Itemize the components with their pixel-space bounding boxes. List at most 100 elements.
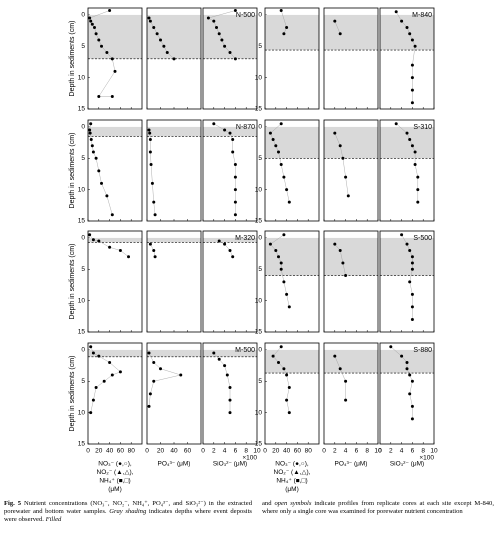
data-point bbox=[394, 10, 398, 14]
data-point bbox=[279, 261, 283, 265]
data-point bbox=[233, 57, 237, 61]
data-point bbox=[159, 38, 162, 42]
depth-tick-label: 0 bbox=[81, 12, 85, 19]
depth-tick-label: 5 bbox=[258, 266, 262, 273]
x-tick-label: 0 bbox=[86, 448, 90, 455]
depth-tick-label: 15 bbox=[255, 106, 263, 113]
x-axis-label: SiO₃²⁻ (μM) bbox=[390, 461, 424, 468]
x-tick-label: 0 bbox=[145, 448, 149, 455]
data-point bbox=[285, 373, 289, 377]
depth-tick-label: 15 bbox=[78, 329, 86, 336]
data-point bbox=[97, 169, 101, 173]
depth-tick-label: 0 bbox=[81, 124, 85, 131]
panel-frame bbox=[323, 342, 379, 445]
data-point bbox=[405, 25, 409, 29]
panel-frame bbox=[323, 230, 379, 333]
x-tick-label: 0 bbox=[201, 448, 205, 455]
data-point bbox=[271, 354, 275, 358]
data-point bbox=[91, 150, 95, 154]
data-point bbox=[282, 32, 286, 36]
data-point bbox=[172, 57, 176, 61]
caption-text: Fig. 5 bbox=[4, 500, 22, 507]
data-point bbox=[271, 137, 275, 141]
data-point bbox=[179, 373, 183, 377]
data-point bbox=[100, 181, 103, 185]
x-axis-label: NH₄⁺ (■,□) bbox=[99, 478, 130, 485]
data-point bbox=[152, 248, 156, 252]
data-point bbox=[100, 44, 103, 48]
data-point bbox=[287, 386, 291, 390]
depth-tick-label: 5 bbox=[81, 43, 85, 50]
x-tick-label: 60 bbox=[117, 448, 125, 455]
data-point bbox=[217, 32, 221, 36]
data-point bbox=[333, 354, 337, 358]
data-point bbox=[410, 404, 414, 408]
data-point bbox=[113, 69, 117, 73]
event-deposit-shading bbox=[203, 349, 257, 357]
data-point bbox=[223, 44, 227, 48]
data-point bbox=[206, 16, 210, 20]
data-point bbox=[89, 19, 93, 23]
data-point bbox=[416, 188, 420, 192]
panel-frame bbox=[379, 342, 435, 445]
x-tick-label: 4 bbox=[344, 448, 348, 455]
site-label: S-500 bbox=[413, 235, 432, 242]
profile-line bbox=[219, 240, 233, 257]
profile-line bbox=[90, 346, 121, 413]
data-point bbox=[152, 200, 156, 204]
site-label: S-880 bbox=[413, 347, 432, 354]
data-point bbox=[282, 280, 286, 284]
x-tick-label: 8 bbox=[421, 448, 425, 455]
panel-frame bbox=[202, 7, 258, 110]
event-deposit-shading bbox=[147, 14, 201, 59]
data-point bbox=[212, 122, 216, 126]
data-point bbox=[274, 144, 278, 148]
data-point bbox=[223, 364, 227, 368]
depth-tick-label: 5 bbox=[81, 378, 85, 385]
x-tick-label: 2 bbox=[389, 448, 393, 455]
data-point bbox=[279, 267, 283, 271]
data-point bbox=[233, 188, 237, 192]
panel-frame bbox=[87, 342, 143, 445]
data-point bbox=[410, 417, 414, 421]
site-label: M-840 bbox=[412, 12, 432, 19]
event-deposit-shading bbox=[88, 349, 142, 357]
data-point bbox=[410, 76, 414, 80]
data-point bbox=[344, 398, 348, 402]
depth-tick-label: 0 bbox=[258, 124, 262, 131]
data-point bbox=[228, 51, 232, 55]
x-tick-label: 8 bbox=[365, 448, 369, 455]
data-point bbox=[400, 19, 404, 23]
x-multiplier: ×100 bbox=[242, 455, 257, 462]
data-point bbox=[338, 32, 342, 36]
depth-axis-label: Depth in sediments (cm) bbox=[69, 244, 76, 320]
data-point bbox=[217, 357, 221, 361]
data-point bbox=[153, 213, 157, 217]
site-label: M-500 bbox=[235, 347, 255, 354]
data-point bbox=[277, 255, 280, 259]
data-point bbox=[287, 200, 291, 204]
data-point bbox=[97, 239, 101, 243]
data-point bbox=[90, 144, 94, 148]
panel-frame bbox=[264, 7, 320, 110]
depth-axis-label: Depth in sediments (cm) bbox=[69, 133, 76, 209]
data-point bbox=[410, 63, 414, 67]
caption-text: and bbox=[262, 500, 275, 507]
profile-line bbox=[396, 11, 416, 103]
caption-text: indicate profiles from replicate cores a… bbox=[262, 500, 494, 515]
depth-tick-label: 0 bbox=[258, 347, 262, 354]
depth-tick-label: 5 bbox=[258, 378, 262, 385]
x-tick-label: 80 bbox=[305, 448, 313, 455]
x-axis-label: (μM) bbox=[108, 486, 122, 493]
caption-text: indicates depths where event deposits we… bbox=[4, 508, 252, 523]
data-point bbox=[338, 248, 342, 252]
depth-tick-label: 5 bbox=[258, 43, 262, 50]
x-axis-label: NO₃⁻ (●,○), bbox=[275, 461, 309, 468]
caption-text: Filled bbox=[45, 516, 62, 523]
data-point bbox=[94, 386, 98, 390]
panel-frame bbox=[202, 342, 258, 445]
data-point bbox=[285, 398, 289, 402]
event-deposit-shading bbox=[203, 126, 257, 137]
data-point bbox=[344, 379, 348, 383]
